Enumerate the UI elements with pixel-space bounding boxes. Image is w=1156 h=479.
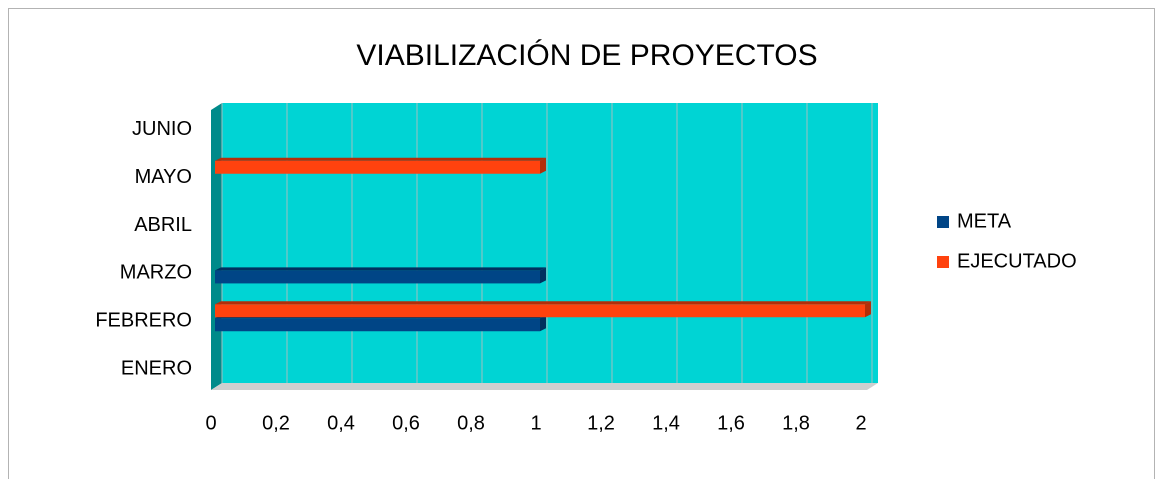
x-tick-label: 2 <box>855 412 866 434</box>
chart-title: VIABILIZACIÓN DE PROYECTOS <box>356 39 817 72</box>
y-tick-label: JUNIO <box>132 118 192 140</box>
bar <box>215 157 546 174</box>
legend-label: EJECUTADO <box>957 250 1077 272</box>
legend-label: META <box>957 210 1012 232</box>
x-tick-label: 0,6 <box>392 412 420 434</box>
x-tick-label: 1,4 <box>652 412 680 434</box>
y-tick-label: MAYO <box>135 166 192 188</box>
bar <box>215 267 546 284</box>
y-tick-label: FEBRERO <box>95 310 192 332</box>
x-tick-label: 0,8 <box>457 412 485 434</box>
x-tick-label: 1 <box>530 412 541 434</box>
bar <box>215 301 871 318</box>
bar <box>215 315 546 332</box>
x-tick-label: 0,4 <box>327 412 355 434</box>
floor <box>211 383 878 390</box>
x-tick-label: 1,6 <box>717 412 745 434</box>
y-tick-label: ENERO <box>121 357 192 379</box>
y-tick-label: MARZO <box>120 262 192 284</box>
x-tick-label: 0,2 <box>262 412 290 434</box>
legend-swatch <box>937 256 949 268</box>
x-tick-label: 1,8 <box>782 412 810 434</box>
back-wall <box>222 103 878 383</box>
side-wall <box>211 103 222 390</box>
legend-swatch <box>937 216 949 228</box>
x-tick-label: 0 <box>205 412 216 434</box>
x-tick-label: 1,2 <box>587 412 615 434</box>
y-tick-label: ABRIL <box>134 214 192 236</box>
